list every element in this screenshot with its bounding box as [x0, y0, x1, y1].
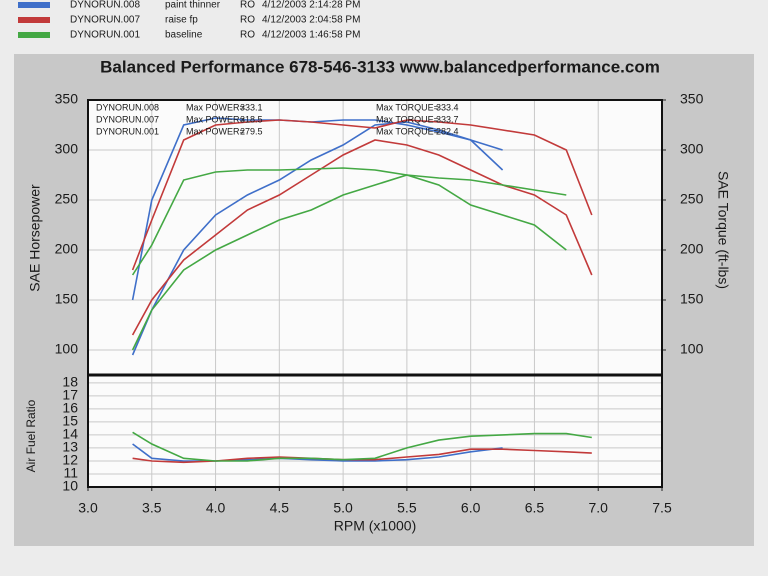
- run-name: DYNORUN.001: [70, 30, 140, 41]
- y-tick-label: 17: [62, 387, 78, 403]
- y2-axis-label: SAE Torque (ft-lbs): [715, 171, 731, 289]
- y-tick-label: 250: [55, 191, 79, 207]
- y-tick-label: 16: [62, 400, 78, 416]
- legend-power-label: Max POWER=: [186, 102, 245, 112]
- y2-tick-label: 100: [680, 341, 704, 357]
- y-tick-label: 11: [63, 465, 78, 481]
- legend-power: 333.1: [240, 102, 263, 112]
- series-line: [131, 119, 593, 271]
- y-tick-label: 12: [62, 452, 78, 468]
- series-line: [132, 443, 503, 462]
- legend-swatch: [18, 17, 50, 23]
- y2-tick-label: 350: [680, 91, 704, 107]
- run-date: 4/12/2003 2:14:28 PM: [262, 0, 360, 11]
- legend-swatch: [18, 32, 50, 38]
- y-tick-label: 100: [55, 341, 79, 357]
- y-axis-label: SAE Horsepower: [27, 184, 43, 292]
- legend-power-label: Max POWER=: [186, 114, 245, 124]
- y-tick-label: 350: [55, 91, 79, 107]
- legend-power-label: Max POWER=: [186, 126, 245, 136]
- legend-power: 279.5: [240, 126, 263, 136]
- y-tick-label: 18: [62, 374, 78, 390]
- x-tick-label: 5.0: [333, 500, 353, 516]
- x-tick-label: 6.5: [525, 500, 545, 516]
- run-desc: paint thinner: [165, 0, 221, 11]
- y-tick-label: 300: [55, 141, 79, 157]
- y2-tick-label: 200: [680, 241, 704, 257]
- x-tick-label: 7.0: [588, 500, 608, 516]
- x-tick-label: 3.5: [142, 500, 162, 516]
- run-code: RO: [240, 0, 255, 11]
- series-line: [132, 431, 592, 462]
- legend-power: 318.5: [240, 114, 263, 124]
- x-tick-label: 7.5: [652, 500, 672, 516]
- x-tick-label: 4.0: [206, 500, 226, 516]
- y-tick-label: 15: [62, 413, 78, 429]
- legend-torque: 333.7: [436, 114, 459, 124]
- run-date: 4/12/2003 2:04:58 PM: [262, 15, 360, 26]
- y-tick-label: 13: [62, 439, 78, 455]
- x-tick-label: 6.0: [461, 500, 481, 516]
- legend-torque-label: Max TORQUE=: [376, 126, 439, 136]
- run-code: RO: [240, 15, 255, 26]
- run-name: DYNORUN.007: [70, 15, 140, 26]
- series-line: [131, 167, 567, 276]
- chart-title: Balanced Performance 678-546-3133 www.ba…: [100, 57, 660, 76]
- x-tick-label: 3.0: [78, 500, 98, 516]
- series-line: [131, 121, 504, 356]
- legend-torque-label: Max TORQUE=: [376, 102, 439, 112]
- series-line: [131, 139, 593, 336]
- legend-torque: 333.4: [436, 102, 459, 112]
- x-tick-label: 4.5: [270, 500, 290, 516]
- legend-torque: 282.4: [436, 126, 459, 136]
- y2-tick-label: 250: [680, 191, 704, 207]
- legend-torque-label: Max TORQUE=: [376, 114, 439, 124]
- run-name: DYNORUN.008: [70, 0, 140, 11]
- series-line: [131, 174, 567, 351]
- run-date: 4/12/2003 1:46:58 PM: [262, 30, 360, 41]
- plot-area: [88, 100, 662, 487]
- x-axis-label: RPM (x1000): [334, 518, 416, 534]
- y-tick-label: 200: [55, 241, 79, 257]
- legend-name: DYNORUN.001: [96, 126, 159, 136]
- x-tick-label: 5.5: [397, 500, 417, 516]
- legend-swatch: [18, 2, 50, 8]
- run-code: RO: [240, 30, 255, 41]
- run-desc: raise fp: [165, 15, 198, 26]
- y-tick-label: 14: [62, 426, 78, 442]
- y-tick-label: 150: [55, 291, 79, 307]
- y2-tick-label: 300: [680, 141, 704, 157]
- y-axis-label: Air Fuel Ratio: [24, 399, 38, 472]
- y-tick-label: 10: [62, 478, 78, 494]
- legend-name: DYNORUN.008: [96, 102, 159, 112]
- y2-tick-label: 150: [680, 291, 704, 307]
- run-desc: baseline: [165, 30, 203, 41]
- legend-name: DYNORUN.007: [96, 114, 159, 124]
